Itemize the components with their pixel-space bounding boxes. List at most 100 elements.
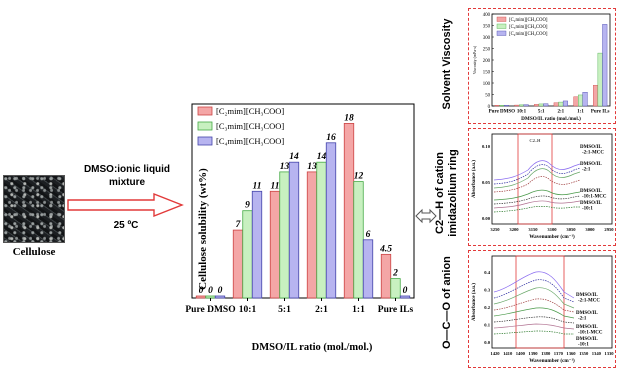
bar bbox=[390, 278, 401, 299]
bar bbox=[534, 104, 540, 107]
bar bbox=[242, 210, 253, 299]
y-tick-label: 0.05 bbox=[482, 180, 491, 185]
legend-label: [C₄mim][CH₃COO] bbox=[509, 32, 548, 37]
bar bbox=[503, 104, 509, 107]
spectrum-line bbox=[493, 164, 581, 185]
double-arrow-icon bbox=[415, 208, 437, 224]
temperature-label: 25 ºC bbox=[113, 220, 139, 231]
bar bbox=[325, 142, 337, 299]
y-tick-label: 0.10 bbox=[482, 144, 491, 149]
bar bbox=[558, 101, 564, 107]
series-label: -10:1 bbox=[578, 343, 589, 348]
y-tick-label: 350 bbox=[483, 24, 491, 29]
process-label-line2: mixture bbox=[108, 177, 146, 188]
y-tick-label: 0.0 bbox=[484, 340, 490, 345]
x-tick-label: 1370 bbox=[554, 351, 564, 356]
bar bbox=[279, 171, 290, 299]
x-tick-label: 1340 bbox=[592, 351, 602, 356]
viscosity-ylabel: Viscosity (mPa·s) bbox=[472, 45, 477, 74]
x-tick-label: Pure DMSO bbox=[185, 305, 235, 315]
spectrum-xlabel: Wavenumber (cm⁻¹) bbox=[529, 233, 575, 240]
spectrum-line bbox=[493, 287, 575, 309]
bar bbox=[514, 104, 520, 107]
legend-swatch bbox=[197, 121, 213, 131]
bar-value-label: 0 bbox=[403, 286, 408, 296]
bar bbox=[562, 100, 568, 107]
spectrum-line bbox=[493, 195, 581, 205]
bar bbox=[499, 104, 505, 107]
bar-value-label: 11 bbox=[271, 181, 280, 191]
series-label: -2:1-MCC bbox=[578, 299, 600, 304]
spectrum-line bbox=[493, 176, 581, 193]
cellulose-photo bbox=[3, 175, 65, 243]
spectrum-line bbox=[493, 330, 574, 335]
y-tick-label: 0.4 bbox=[484, 270, 490, 275]
x-tick-label: 3200 bbox=[509, 227, 519, 232]
spectrum-line bbox=[493, 200, 581, 209]
bar bbox=[316, 161, 327, 299]
bar bbox=[306, 171, 318, 299]
bar bbox=[251, 190, 263, 299]
x-tick-label: 3100 bbox=[547, 227, 557, 232]
bar-value-label: 12 bbox=[354, 172, 364, 182]
y-tick-label: 0.1 bbox=[484, 322, 490, 327]
x-tick-label: 1380 bbox=[541, 351, 551, 356]
viscosity-panel bbox=[468, 8, 616, 124]
y-tick-label: 200 bbox=[483, 59, 491, 64]
x-tick-label: 1:1 bbox=[352, 305, 365, 315]
x-tick-label: 10:1 bbox=[239, 305, 257, 315]
x-tick-label: Pure ILs bbox=[378, 305, 414, 315]
legend-swatch bbox=[197, 136, 213, 146]
plot-frame bbox=[191, 103, 415, 299]
viscosity-xlabel: DMSO/IL ratio (mol./mol.) bbox=[521, 115, 581, 122]
bar bbox=[523, 104, 529, 107]
bar bbox=[602, 24, 608, 107]
oco-panel-label: O—C—O of anion bbox=[441, 256, 453, 349]
y-tick-label: 400 bbox=[483, 13, 491, 18]
y-tick-label: 150 bbox=[483, 70, 491, 75]
c2h-spectrum-chart: Absorbance (a.u.) Wavenumber (cm⁻¹) 3250 32… bbox=[472, 133, 614, 240]
x-tick-label: 5:1 bbox=[538, 110, 545, 115]
bar-value-label: 11 bbox=[253, 181, 262, 191]
bar-value-label: 2 bbox=[392, 269, 398, 279]
x-tick-label: 2:1 bbox=[557, 110, 564, 115]
series-label: DMSO/IL bbox=[576, 337, 598, 342]
series-label: DMSO/IL bbox=[576, 311, 598, 316]
series-label: DMSO/IL bbox=[576, 325, 598, 330]
legend-label: [C₃mim][CH₃COO] bbox=[216, 121, 284, 131]
x-tick-label: 2:1 bbox=[315, 305, 328, 315]
spectrum-ylabel: Absorbance (a.u.) bbox=[472, 160, 477, 198]
bar-value-label: 6 bbox=[366, 230, 371, 240]
y-tick-label: 300 bbox=[483, 36, 491, 41]
bar-value-label: 13 bbox=[280, 162, 290, 172]
x-tick-label: 3000 bbox=[585, 227, 595, 232]
x-tick-label: 3150 bbox=[528, 227, 538, 232]
bar bbox=[269, 190, 281, 299]
series-label: DMSO/IL bbox=[580, 189, 602, 194]
x-tick-label: 1390 bbox=[528, 351, 538, 356]
oco-spectrum-chart: Absorbance (a.u.)Wavenumber (cm⁻¹)1420 14… bbox=[472, 255, 614, 364]
x-tick-label: 1400 bbox=[516, 351, 526, 356]
bar bbox=[214, 295, 226, 299]
viscosity-panel-label: Solvent Viscosity bbox=[441, 18, 453, 110]
x-tick-label: Pure DMSO bbox=[489, 110, 516, 115]
series-label: -10:1 bbox=[582, 207, 593, 212]
y-tick-label: 0 bbox=[488, 105, 491, 110]
y-tick-label: 0.3 bbox=[484, 287, 490, 292]
y-tick-label: 0.00 bbox=[482, 216, 491, 221]
series-label: -10:1-MCC bbox=[578, 331, 603, 336]
bar-value-label: 18 bbox=[344, 113, 354, 123]
x-tick-label: 1360 bbox=[566, 351, 576, 356]
x-tick-label: 2950 bbox=[604, 227, 614, 232]
series-label: -10:1-MCC bbox=[582, 195, 607, 200]
bar bbox=[519, 104, 525, 107]
legend-swatch bbox=[496, 16, 507, 22]
series-label: -2:1 bbox=[578, 317, 587, 322]
bar bbox=[343, 122, 355, 299]
region-label: C2–H bbox=[530, 138, 542, 143]
spectrum-line bbox=[493, 160, 581, 181]
x-tick-label: 3250 bbox=[490, 227, 500, 232]
highlight-region bbox=[517, 133, 553, 225]
spectrum-line bbox=[493, 323, 575, 330]
spectrum-line bbox=[493, 316, 575, 324]
